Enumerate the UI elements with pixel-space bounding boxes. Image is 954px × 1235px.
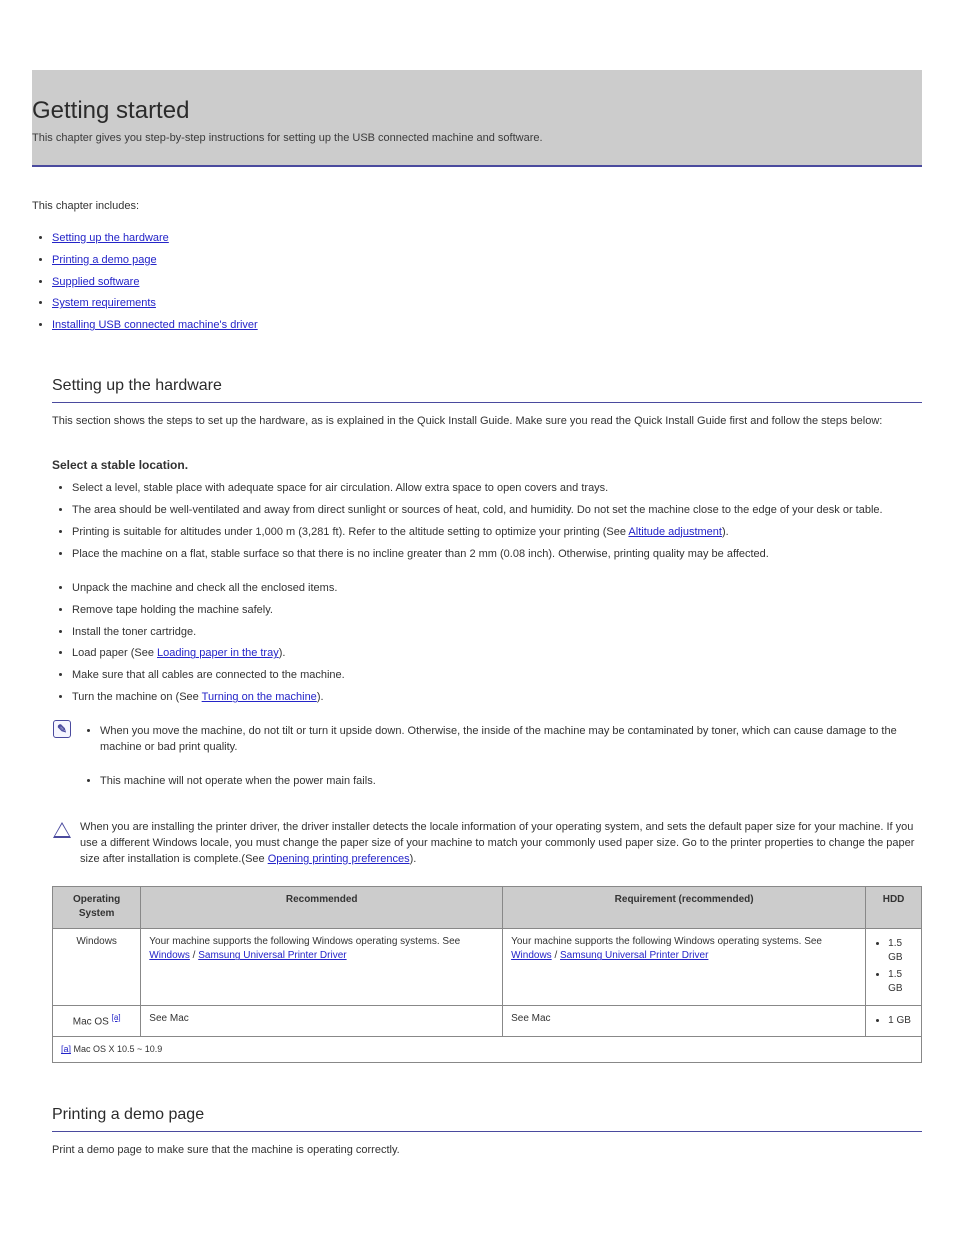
link-samsung-driver[interactable]: Samsung Universal Printer Driver <box>198 950 346 961</box>
section-heading-hardware: Setting up the hardware <box>52 374 922 402</box>
section-intro-text: Print a demo page to make sure that the … <box>52 1143 922 1159</box>
list-item: Turn the machine on (See Turning on the … <box>72 690 922 706</box>
list-item: Install the toner cartridge. <box>72 625 922 641</box>
link-windows[interactable]: Windows <box>149 950 190 961</box>
section-heading-demo-page: Printing a demo page <box>52 1103 922 1131</box>
link-samsung-driver[interactable]: Samsung Universal Printer Driver <box>560 950 708 961</box>
toc-list: Setting up the hardware Printing a demo … <box>32 231 922 335</box>
table-cell: See Mac <box>503 1005 866 1037</box>
table-cell: Your machine supports the following Wind… <box>141 928 503 1005</box>
link-printing-preferences[interactable]: Opening printing preferences <box>268 853 410 865</box>
note-icon: ✎ <box>53 720 71 738</box>
table-row: Windows Your machine supports the follow… <box>53 928 922 1005</box>
caution-text: When you are installing the printer driv… <box>80 821 914 865</box>
footnote-anchor[interactable]: [a] <box>61 1044 71 1054</box>
intro-label: This chapter includes: <box>32 199 922 215</box>
list-item: Printing is suitable for altitudes under… <box>72 525 922 541</box>
note-text: This machine will not operate when the p… <box>100 774 922 790</box>
link-windows[interactable]: Windows <box>511 950 552 961</box>
toc-link-demo-page[interactable]: Printing a demo page <box>52 254 157 266</box>
setup-steps-list: Unpack the machine and check all the enc… <box>52 581 922 707</box>
table-header: Recommended <box>141 886 503 928</box>
list-item: Load paper (See Loading paper in the tra… <box>72 646 922 662</box>
chapter-title: Getting started <box>32 94 922 129</box>
note-block: ✎ When you move the machine, do not tilt… <box>52 718 922 808</box>
list-item: Make sure that all cables are connected … <box>72 668 922 684</box>
chapter-header: Getting started This chapter gives you s… <box>32 70 922 167</box>
location-list: Select a level, stable place with adequa… <box>52 481 922 563</box>
table-cell-hdd: 1.5 GB 1.5 GB <box>866 928 922 1005</box>
toc-link-install-driver[interactable]: Installing USB connected machine's drive… <box>52 319 258 331</box>
list-item: Remove tape holding the machine safely. <box>72 603 922 619</box>
toc-link-hardware[interactable]: Setting up the hardware <box>52 232 169 244</box>
table-header: Requirement (recommended) <box>503 886 866 928</box>
table-cell-os: Windows <box>53 928 141 1005</box>
table-cell: See Mac <box>141 1005 503 1037</box>
list-item: Place the machine on a flat, stable surf… <box>72 547 922 563</box>
toc-link-system-requirements[interactable]: System requirements <box>52 297 156 309</box>
table-header: Operating System <box>53 886 141 928</box>
list-item: Unpack the machine and check all the enc… <box>72 581 922 597</box>
note-text: When you move the machine, do not tilt o… <box>100 724 922 756</box>
footnote-link[interactable]: [a] <box>112 1013 121 1022</box>
section-intro-text: This section shows the steps to set up t… <box>52 414 922 430</box>
caution-block: When you are installing the printer driv… <box>52 820 922 868</box>
requirements-table: Operating System Recommended Requirement… <box>52 886 922 1064</box>
list-item: The area should be well-ventilated and a… <box>72 503 922 519</box>
link-loading-paper[interactable]: Loading paper in the tray <box>157 647 279 659</box>
table-cell-hdd: 1 GB <box>866 1005 922 1037</box>
table-footnote: [a] Mac OS X 10.5 ~ 10.9 <box>53 1037 922 1063</box>
table-footnote-row: [a] Mac OS X 10.5 ~ 10.9 <box>53 1037 922 1063</box>
chapter-subtitle: This chapter gives you step-by-step inst… <box>32 131 922 147</box>
table-header: HDD <box>866 886 922 928</box>
toc-link-supplied-software[interactable]: Supplied software <box>52 276 139 288</box>
link-altitude-adjustment[interactable]: Altitude adjustment <box>628 526 722 538</box>
table-cell: Your machine supports the following Wind… <box>503 928 866 1005</box>
list-item: Select a level, stable place with adequa… <box>72 481 922 497</box>
caution-icon <box>53 822 71 838</box>
table-row: Mac OS [a] See Mac See Mac 1 GB <box>53 1005 922 1037</box>
subhead-stable-location: Select a stable location. <box>52 457 922 474</box>
link-turning-on[interactable]: Turning on the machine <box>202 691 317 703</box>
table-cell-os: Mac OS [a] <box>53 1005 141 1037</box>
